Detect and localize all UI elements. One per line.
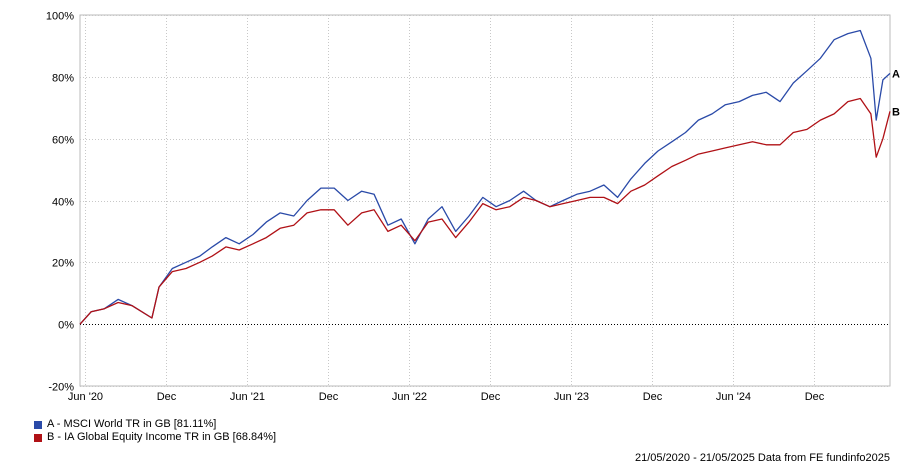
series-line-b	[79, 97, 891, 325]
x-tick-label: Dec	[805, 391, 825, 403]
x-tick-label: Jun '23	[554, 391, 589, 403]
y-tick-label: 100%	[46, 11, 74, 23]
performance-chart: -20% 0% 20% 40% 60% 80% 100% Jun '20 Dec Jun '21…	[46, 11, 900, 404]
y-tick-label: 40%	[52, 197, 74, 209]
x-tick-label: Jun '21	[230, 391, 265, 403]
legend: A - MSCI World TR in GB [81.11%] B - IA …	[34, 418, 276, 444]
x-tick-label: Dec	[319, 391, 339, 403]
grid-lines	[79, 14, 891, 387]
series-line-a	[79, 29, 891, 325]
x-axis-ticks: Jun '20 Dec Jun '21 Dec Jun '22 Dec Jun '23 Dec…	[68, 391, 825, 403]
y-tick-label: 0%	[58, 320, 74, 332]
plot-frame	[79, 14, 891, 387]
y-tick-label: 80%	[52, 73, 74, 85]
legend-swatch-a	[34, 420, 42, 429]
legend-swatch-b	[34, 433, 42, 442]
series-end-label-b: B	[892, 106, 900, 118]
x-tick-label: Dec	[643, 391, 663, 403]
data-source-footer: 21/05/2020 - 21/05/2025 Data from FE fun…	[634, 452, 890, 464]
series-lines	[79, 29, 891, 325]
x-tick-label: Jun '20	[68, 391, 103, 403]
series-end-label-a: A	[892, 68, 900, 80]
x-tick-label: Jun '22	[392, 391, 427, 403]
legend-item-b: B - IA Global Equity Income TR in GB [68…	[34, 431, 276, 444]
legend-label-b: B - IA Global Equity Income TR in GB [68…	[47, 431, 277, 443]
y-tick-label: 60%	[52, 135, 74, 147]
x-tick-label: Dec	[157, 391, 177, 403]
y-axis-ticks: -20% 0% 20% 40% 60% 80% 100%	[46, 11, 74, 394]
x-tick-label: Jun '24	[716, 391, 751, 403]
end-labels: AB	[892, 68, 900, 118]
y-tick-label: 20%	[52, 258, 74, 270]
x-tick-label: Dec	[481, 391, 501, 403]
y-tick-label: -20%	[48, 382, 74, 394]
legend-item-a: A - MSCI World TR in GB [81.11%]	[34, 418, 276, 431]
legend-label-a: A - MSCI World TR in GB [81.11%]	[47, 418, 217, 430]
